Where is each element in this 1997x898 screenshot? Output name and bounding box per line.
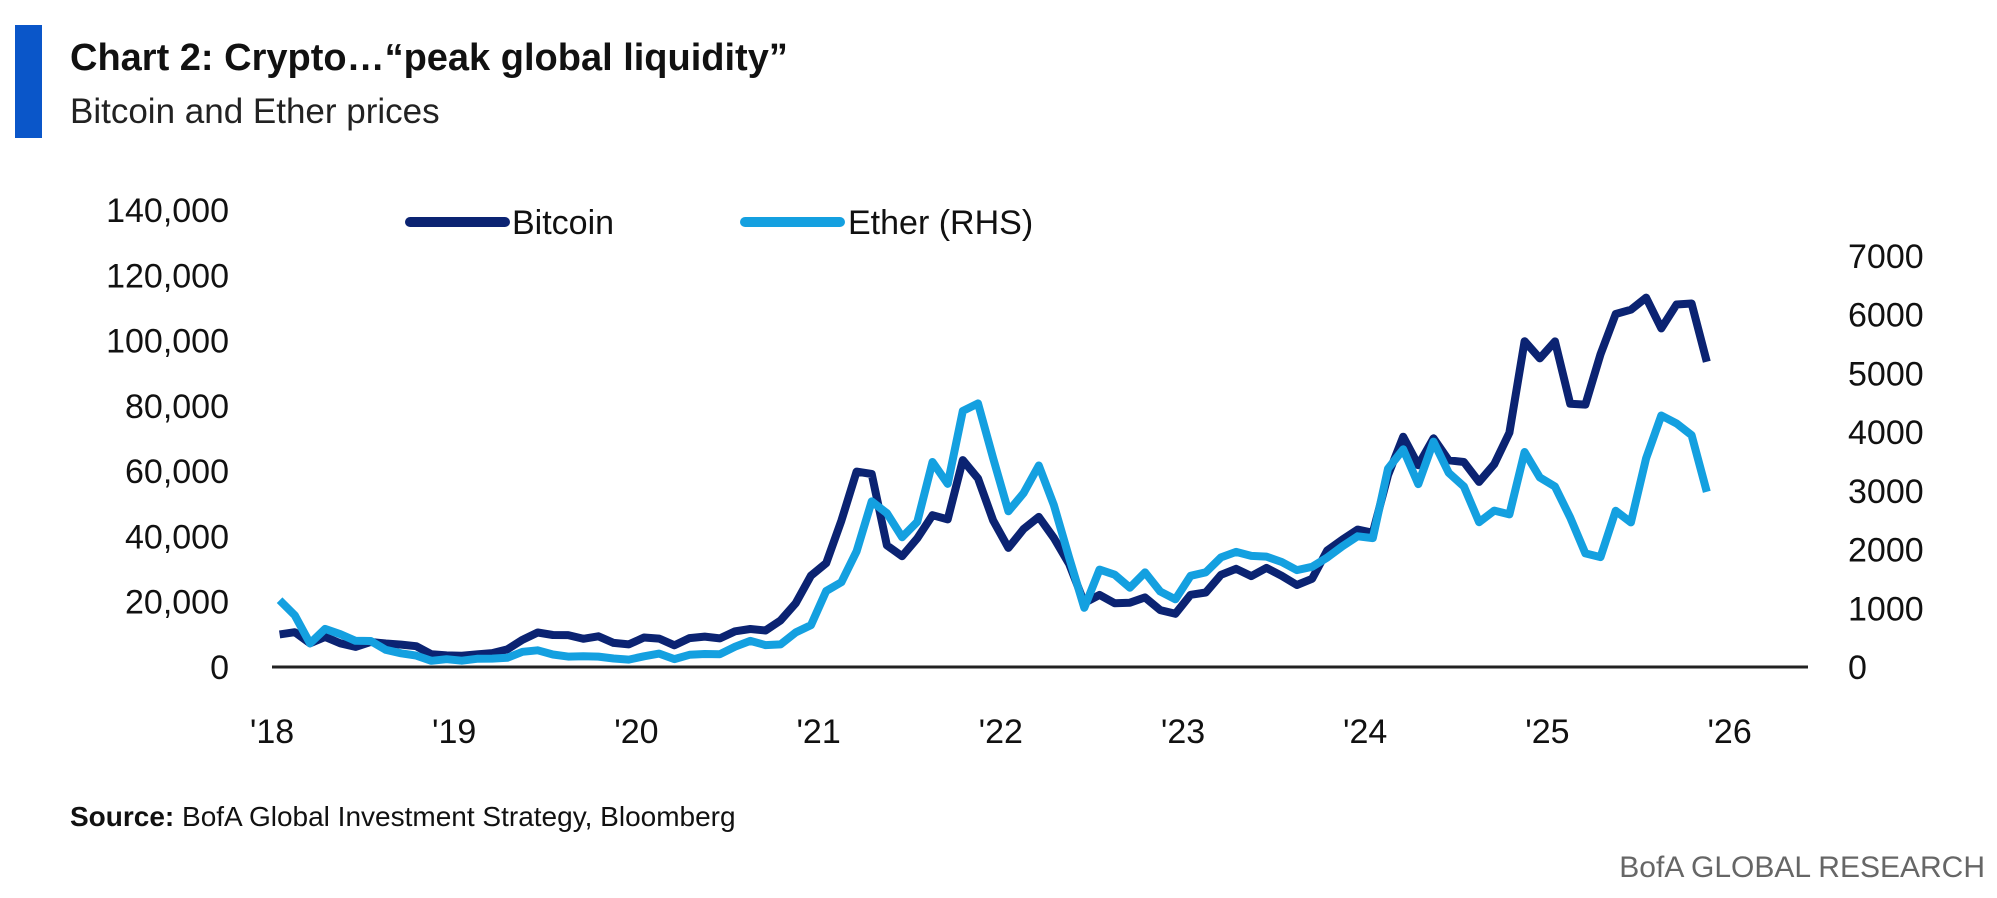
x-tick-label: '21	[796, 713, 840, 751]
right-tick-label: 1000	[1848, 590, 1924, 628]
x-axis-ticks: '18 '19 '20 '21 '22 '23 '24 '25 '26	[250, 713, 1752, 751]
left-axis-ticks: 0 20,000 40,000 60,000 80,000 100,000 120,000 1…	[106, 192, 229, 687]
chart-subtitle: Bitcoin and Ether prices	[70, 92, 440, 131]
right-tick-label: 2000	[1848, 532, 1924, 570]
source-text: BofA Global Investment Strategy, Bloombe…	[174, 801, 735, 832]
right-tick-label: 5000	[1848, 355, 1924, 393]
chart-title: Chart 2: Crypto…“peak global liquidity”	[70, 37, 788, 79]
series-lines	[276, 293, 1711, 665]
left-tick-label: 100,000	[106, 323, 229, 361]
left-tick-label: 0	[210, 649, 229, 687]
x-tick-label: '24	[1343, 713, 1387, 751]
left-tick-label: 40,000	[125, 518, 229, 556]
left-tick-label: 120,000	[106, 257, 229, 295]
source-label: Source:	[70, 801, 174, 832]
series-line-bitcoin	[279, 293, 1711, 660]
legend-label-bitcoin: Bitcoin	[512, 204, 614, 242]
left-tick-label: 60,000	[125, 453, 229, 491]
accent-bar	[15, 25, 42, 138]
source-note: Source: BofA Global Investment Strategy,…	[70, 801, 736, 832]
right-tick-label: 3000	[1848, 473, 1924, 511]
x-tick-label: '22	[979, 713, 1023, 751]
right-tick-label: 0	[1848, 649, 1867, 687]
right-axis-ticks: 0 1000 2000 3000 4000 5000 6000 7000	[1848, 238, 1924, 687]
legend-label-ether: Ether (RHS)	[848, 204, 1033, 242]
x-tick-label: '26	[1707, 713, 1751, 751]
x-tick-label: '20	[614, 713, 658, 751]
series-line-ether	[276, 399, 1711, 665]
brand-label: BofA GLOBAL RESEARCH	[1619, 851, 1985, 884]
left-tick-label: 80,000	[125, 388, 229, 426]
left-tick-label: 140,000	[106, 192, 229, 230]
legend: Bitcoin Ether (RHS)	[405, 204, 1033, 242]
right-tick-label: 7000	[1848, 238, 1924, 276]
x-tick-label: '25	[1525, 713, 1569, 751]
x-tick-label: '18	[250, 713, 294, 751]
left-tick-label: 20,000	[125, 584, 229, 622]
right-tick-label: 4000	[1848, 414, 1924, 452]
right-tick-label: 6000	[1848, 297, 1924, 335]
x-tick-label: '19	[432, 713, 476, 751]
x-tick-label: '23	[1161, 713, 1205, 751]
